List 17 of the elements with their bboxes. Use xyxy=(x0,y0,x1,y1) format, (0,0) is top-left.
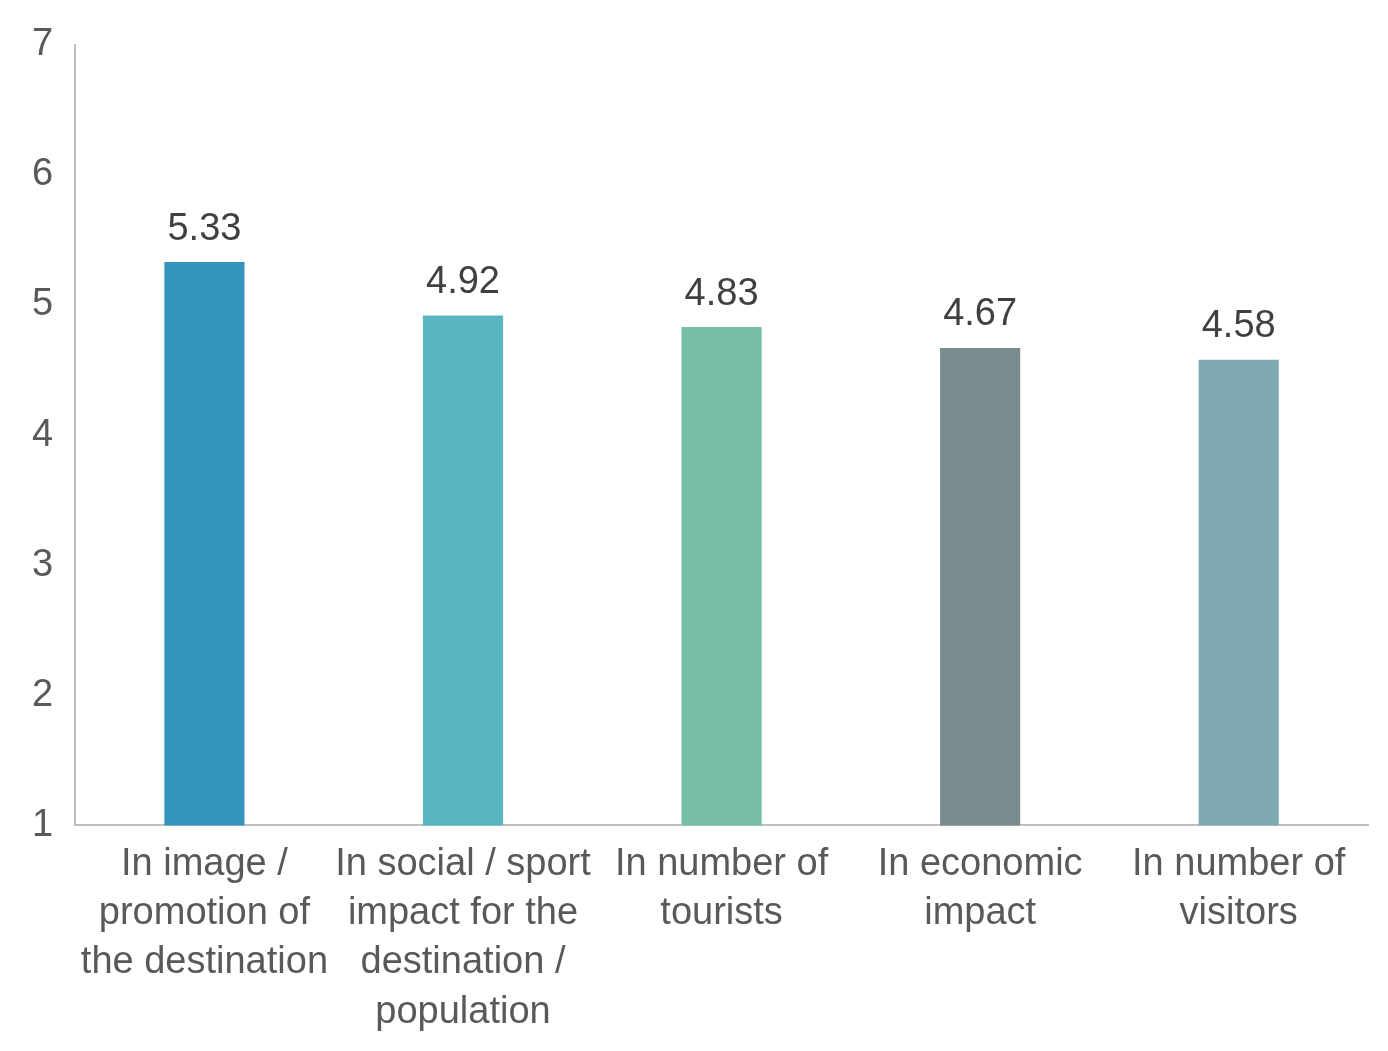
x-tick-label: In economic impact xyxy=(877,840,1083,932)
x-tick-label: In number of visitors xyxy=(1132,840,1346,932)
y-tick-label: 5 xyxy=(31,281,54,324)
x-tick-label: In number of tourists xyxy=(614,840,829,932)
data-label: 4.83 xyxy=(684,270,759,313)
y-tick-label: 4 xyxy=(31,411,54,454)
x-tick-label: In social / sport impact for the destination / population xyxy=(335,840,592,1031)
data-label: 5.33 xyxy=(167,205,242,248)
x-tick-label: In image / promotion of the destination xyxy=(80,840,329,982)
data-label: 4.92 xyxy=(426,258,500,301)
y-tick-label: 1 xyxy=(31,801,54,844)
data-label: 4.67 xyxy=(943,291,1018,334)
y-tick-label: 3 xyxy=(31,541,54,584)
y-tick-label: 6 xyxy=(31,151,54,194)
y-tick-label: 7 xyxy=(31,21,54,64)
data-label: 4.58 xyxy=(1201,303,1276,346)
y-tick-label: 2 xyxy=(31,671,54,714)
